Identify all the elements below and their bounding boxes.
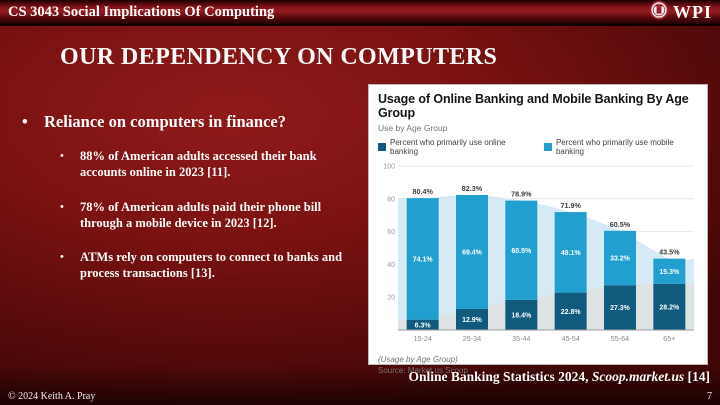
chart-source: Source: Market.us Scoop — [378, 366, 468, 375]
wpi-logo: WPI — [649, 0, 712, 25]
chart-panel: Usage of Online Banking and Mobile Banki… — [368, 84, 708, 375]
svg-text:60.5%: 60.5% — [511, 248, 532, 255]
svg-text:12.9%: 12.9% — [462, 317, 483, 324]
svg-text:22.8%: 22.8% — [561, 309, 582, 316]
svg-text:27.3%: 27.3% — [610, 305, 631, 312]
svg-text:35-44: 35-44 — [512, 334, 530, 343]
sub-bullet-2: • 78% of American adults paid their phon… — [60, 199, 358, 232]
legend-label-online: Percent who primarily use online banking — [390, 138, 506, 156]
sub-bullet-3: • ATMs rely on computers to connect to b… — [60, 249, 358, 282]
svg-text:49.1%: 49.1% — [561, 250, 582, 257]
slide-header-bar: CS 3043 Social Implications Of Computing… — [0, 0, 720, 26]
chart-citation: Online Banking Statistics 2024, Scoop.ma… — [408, 369, 710, 385]
chart-footnote: (Usage by Age Group) — [378, 355, 458, 364]
svg-text:65+: 65+ — [663, 334, 675, 343]
bullet-main-text: Reliance on computers in finance? — [44, 112, 286, 131]
svg-text:60.5%: 60.5% — [610, 220, 631, 229]
legend-label-mobile: Percent who primarily use mobile banking — [555, 138, 674, 156]
legend-item-online-banking: Percent who primarily use online banking — [378, 138, 530, 156]
svg-text:82.3%: 82.3% — [462, 184, 483, 193]
chart-title: Usage of Online Banking and Mobile Banki… — [378, 92, 689, 120]
svg-text:78.9%: 78.9% — [511, 190, 532, 199]
page-number: 7 — [707, 391, 712, 402]
svg-text:15-24: 15-24 — [413, 334, 431, 343]
citation-source-name: Scoop.market.us — [591, 369, 685, 384]
svg-text:18.4%: 18.4% — [511, 313, 532, 320]
svg-text:15.3%: 15.3% — [659, 269, 680, 276]
svg-text:25-34: 25-34 — [463, 334, 481, 343]
bullet-main: • Reliance on computers in finance? — [22, 112, 358, 132]
svg-text:80: 80 — [387, 196, 395, 203]
svg-text:33.2%: 33.2% — [610, 256, 631, 263]
sub-bullet-1: • 88% of American adults accessed their … — [60, 148, 358, 181]
chart-legend: Percent who primarily use online banking… — [378, 138, 698, 156]
bullet-icon: • — [60, 200, 64, 213]
wpi-logo-text: WPI — [673, 1, 712, 22]
svg-text:55-64: 55-64 — [611, 334, 629, 343]
svg-text:100: 100 — [383, 164, 395, 171]
sub-bullet-3-text: ATMs rely on computers to connect to ban… — [80, 250, 343, 281]
citation-text: Online Banking Statistics 2024, — [408, 369, 592, 384]
svg-text:40: 40 — [387, 262, 395, 269]
slide-title: OUR DEPENDENCY ON COMPUTERS — [60, 44, 498, 70]
svg-text:69.4%: 69.4% — [462, 250, 483, 257]
svg-text:74.1%: 74.1% — [413, 257, 434, 264]
svg-text:60: 60 — [387, 229, 395, 236]
svg-text:6.3%: 6.3% — [415, 322, 432, 329]
sub-bullet-list: • 88% of American adults accessed their … — [60, 148, 358, 282]
legend-swatch-online-icon — [378, 143, 386, 151]
citation-ref: [14] — [684, 369, 711, 384]
copyright-text: © 2024 Keith A. Pray — [8, 391, 96, 402]
bullet-icon: • — [60, 150, 64, 162]
wpi-seal-icon — [649, 0, 669, 25]
bullet-icon: • — [22, 112, 28, 131]
chart-plot: 20 40 60 80 100 80.4% 74.1% 6.3% 15-24 82.3% 69.4%… — [383, 164, 694, 343]
legend-item-mobile-banking: Percent who primarily use mobile banking — [543, 138, 698, 156]
sub-bullet-2-text: 78% of American adults paid their phone … — [80, 199, 322, 230]
svg-text:80.4%: 80.4% — [412, 187, 433, 196]
svg-text:28.2%: 28.2% — [659, 304, 680, 311]
legend-swatch-mobile-icon — [543, 143, 552, 151]
course-title: CS 3043 Social Implications Of Computing — [8, 3, 275, 20]
svg-text:45-54: 45-54 — [561, 334, 579, 343]
svg-text:43.5%: 43.5% — [659, 248, 680, 257]
svg-text:71.9%: 71.9% — [560, 201, 581, 210]
bullet-list: • Reliance on computers in finance? • 88… — [22, 112, 358, 282]
bullet-icon: • — [60, 251, 64, 263]
svg-text:20: 20 — [387, 295, 395, 302]
chart-subtitle: Use by Age Group — [378, 123, 448, 133]
sub-bullet-1-text: 88% of American adults accessed their ba… — [80, 149, 317, 180]
